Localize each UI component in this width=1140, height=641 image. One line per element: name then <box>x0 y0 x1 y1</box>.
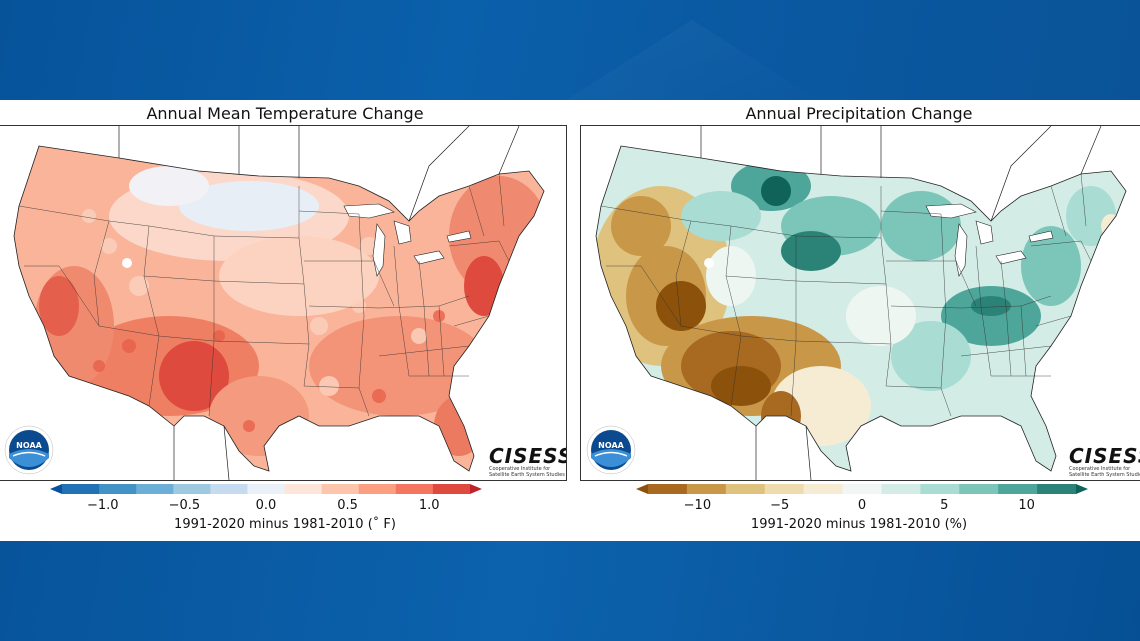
temperature-colorbar-ticks: −1.0 −0.5 0.0 0.5 1.0 <box>50 498 482 514</box>
precipitation-map-frame: NOAA CISESS Cooperative Institute for Sa… <box>580 125 1140 481</box>
cisess-logo-text: CISESS <box>489 444 567 468</box>
temperature-map-panel: Annual Mean Temperature Change <box>0 100 570 541</box>
colorbar-extend-low <box>636 484 648 494</box>
noaa-logo-icon: NOAA <box>586 425 636 475</box>
colorbar-tick-label: 0.5 <box>337 498 358 513</box>
colorbar-segment <box>764 484 805 494</box>
precipitation-map-svg: NOAA <box>581 126 1140 480</box>
temperature-map-frame: NOAA CISESS Cooperative Institute for Sa… <box>0 125 567 481</box>
colorbar-segment <box>395 484 434 494</box>
colorbar-segment <box>920 484 960 494</box>
colorbar-segment <box>321 484 360 494</box>
precipitation-colorbar <box>636 484 1088 494</box>
colorbar-tick-label: 0.0 <box>255 498 277 513</box>
background-top-band <box>0 0 1140 100</box>
colorbar-segment <box>210 484 248 494</box>
precipitation-colorbar-ticks: −10 −5 0 5 10 <box>636 498 1088 514</box>
cisess-logo-subtext: Cooperative Institute for Satellite Eart… <box>1069 466 1140 478</box>
precipitation-map-title: Annual Precipitation Change <box>745 104 973 123</box>
colorbar-tick-label: −0.5 <box>168 498 201 513</box>
colorbar-segment <box>62 484 100 494</box>
noaa-logo-icon: NOAA <box>4 425 54 475</box>
colorbar-segment <box>284 484 323 494</box>
colorbar-segment <box>1037 484 1077 494</box>
temperature-map-svg: NOAA <box>0 126 566 480</box>
noaa-logo-text: NOAA <box>16 441 42 450</box>
colorbar-segment <box>998 484 1038 494</box>
colorbar-segment <box>803 484 844 494</box>
colorbar-segment <box>173 484 211 494</box>
precipitation-map-panel: Annual Precipitation Change <box>578 100 1140 541</box>
colorbar-segment <box>686 484 727 494</box>
colorbar-segment <box>725 484 766 494</box>
colorbar-segment <box>247 484 286 494</box>
colorbar-extend-low <box>50 484 62 494</box>
precipitation-colorbar-label: 1991-2020 minus 1981-2010 (%) <box>750 517 968 532</box>
temperature-colorbar-label: 1991-2020 minus 1981-2010 (˚ F) <box>174 517 396 532</box>
colorbar-tick-label: 0 <box>857 498 867 513</box>
cisess-logo-subtext: Cooperative Institute for Satellite Eart… <box>489 466 565 478</box>
colorbar-segment <box>432 484 471 494</box>
colorbar-tick-label: −1.0 <box>87 498 119 513</box>
colorbar-segment <box>136 484 174 494</box>
colorbar-segment <box>959 484 999 494</box>
colorbar-segment <box>881 484 921 494</box>
colorbar-tick-label: −5 <box>770 498 790 513</box>
colorbar-tick-label: 1.0 <box>418 498 440 513</box>
cisess-logo-text: CISESS <box>1069 444 1140 468</box>
colorbar-tick-label: 5 <box>940 498 949 513</box>
colorbar-segment <box>648 484 688 494</box>
colorbar-segment <box>842 484 882 494</box>
background-bottom-band <box>0 541 1140 641</box>
temperature-map-title: Annual Mean Temperature Change <box>146 104 424 123</box>
colorbar-extend-high <box>1076 484 1088 494</box>
colorbar-segment <box>358 484 397 494</box>
colorbar-extend-high <box>470 484 482 494</box>
colorbar-segment <box>99 484 137 494</box>
colorbar-tick-label: 10 <box>1018 498 1035 513</box>
noaa-logo-text: NOAA <box>598 441 624 450</box>
temperature-colorbar <box>50 484 482 494</box>
colorbar-tick-label: −10 <box>683 498 712 513</box>
